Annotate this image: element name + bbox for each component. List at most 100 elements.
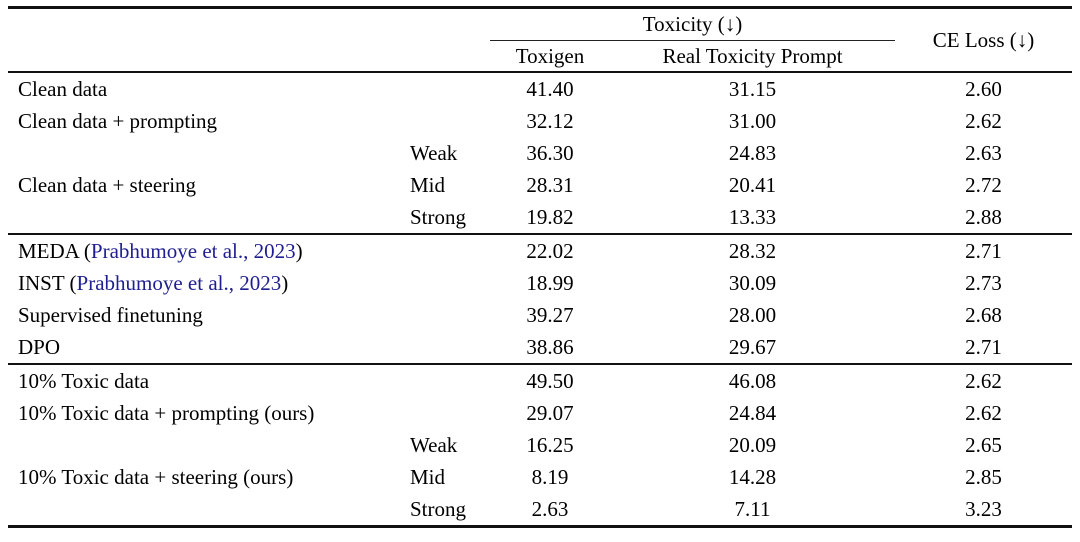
method-label: 10% Toxic data	[18, 369, 150, 393]
table-row-clean-steering-weak: Weak 36.30 24.83 2.63	[8, 137, 1072, 169]
strength-cell: Strong	[410, 205, 467, 229]
method-label-suffix: )	[281, 271, 289, 295]
citation-link-prabhumoye-2023[interactable]: Prabhumoye et al., 2023	[76, 271, 282, 295]
toxigen-value-cell: 49.50	[526, 369, 574, 393]
strength-cell	[398, 364, 490, 397]
toxigen-value-cell: 2.63	[531, 497, 569, 521]
ce-loss-value-cell: 2.63	[965, 141, 1002, 165]
toxigen-value-cell: 29.07	[526, 401, 574, 425]
rtp-value-cell: 7.11	[734, 497, 771, 521]
method-label-cell: 10% Toxic data + steering (ours)	[8, 461, 398, 493]
results-table: Toxicity (↓) CE Loss (↓) Toxigen Real To…	[8, 6, 1073, 528]
strength-cell: Strong	[410, 497, 467, 521]
method-label: 10% Toxic data + prompting (ours)	[18, 401, 315, 425]
method-label: Clean data + prompting	[18, 109, 218, 133]
method-label-cell: 10% Toxic data + prompting (ours)	[8, 397, 398, 429]
method-label: Clean data	[18, 77, 108, 101]
header-toxigen: Toxigen	[515, 44, 585, 68]
table-row-toxic-steering-mid: 10% Toxic data + steering (ours) Mid 8.1…	[8, 461, 1072, 493]
ce-loss-value-cell: 2.62	[965, 109, 1002, 133]
table-header: Toxicity (↓) CE Loss (↓) Toxigen Real To…	[8, 7, 1072, 73]
strength-cell: Mid	[410, 465, 446, 489]
rtp-value-cell: 28.00	[728, 303, 777, 327]
method-label-cell: DPO	[8, 331, 398, 364]
toxigen-value-cell: 28.31	[526, 173, 574, 197]
strength-cell	[398, 331, 490, 364]
header-toxicity-group: Toxicity (↓)	[490, 7, 896, 41]
header-row-group: Toxicity (↓) CE Loss (↓)	[8, 7, 1072, 52]
method-label: MEDA (	[18, 239, 91, 263]
ce-loss-value-cell: 2.88	[965, 205, 1002, 229]
rtp-value-cell: 24.84	[728, 401, 777, 425]
rtp-value-cell: 28.32	[728, 239, 777, 263]
ce-loss-value-cell: 2.62	[965, 369, 1002, 393]
table-row-toxic-steering-weak: Weak 16.25 20.09 2.65	[8, 429, 1072, 461]
ce-loss-value-cell: 2.65	[965, 433, 1002, 457]
toxigen-value-cell: 22.02	[526, 239, 574, 263]
ce-loss-value-cell: 2.73	[965, 271, 1002, 295]
table-row-clean-steering-strong: Strong 19.82 13.33 2.88	[8, 201, 1072, 234]
rtp-value-cell: 20.09	[728, 433, 777, 457]
rtp-value-cell: 30.09	[728, 271, 777, 295]
method-label-suffix: )	[295, 239, 303, 263]
strength-cell	[398, 72, 490, 105]
toxigen-value-cell: 16.25	[526, 433, 574, 457]
strength-cell: Weak	[410, 141, 458, 165]
method-label-cell	[8, 201, 398, 234]
ce-loss-value-cell: 2.85	[965, 465, 1002, 489]
header-row-sub: Toxigen Real Toxicity Prompt	[8, 41, 1072, 73]
toxigen-value-cell: 19.82	[526, 205, 574, 229]
citation-link-prabhumoye-2023[interactable]: Prabhumoye et al., 2023	[90, 239, 296, 263]
table-row-clean-data: Clean data 41.40 31.15 2.60	[8, 72, 1073, 105]
rtp-value-cell: 46.08	[728, 369, 777, 393]
method-label-cell: Clean data + prompting	[8, 105, 398, 137]
strength-cell: Weak	[410, 433, 458, 457]
table-row-toxic-data: 10% Toxic data 49.50 46.08 2.62	[8, 364, 1073, 397]
toxigen-value-cell: 18.99	[526, 271, 574, 295]
toxigen-value-cell: 36.30	[526, 141, 574, 165]
table-row-clean-steering-mid: Clean data + steering Mid 28.31 20.41 2.…	[8, 169, 1072, 201]
header-real-toxicity-prompt: Real Toxicity Prompt	[662, 44, 843, 68]
rtp-value-cell: 31.15	[728, 77, 777, 101]
toxigen-value-cell: 8.19	[531, 465, 569, 489]
strength-cell	[398, 234, 490, 267]
strength-cell	[398, 397, 490, 429]
table-body: Clean data 41.40 31.15 2.60 Clean data +…	[8, 72, 1073, 527]
method-label: 10% Toxic data + steering (ours)	[18, 465, 294, 489]
table-row-clean-prompting: Clean data + prompting 32.12 31.00 2.62	[8, 105, 1072, 137]
rtp-value-cell: 24.83	[728, 141, 777, 165]
ce-loss-value-cell: 2.60	[965, 77, 1002, 101]
method-label-cell: Clean data + steering	[8, 169, 398, 201]
rtp-value-cell: 13.33	[728, 205, 777, 229]
strength-cell	[398, 299, 490, 331]
method-label-cell: INST (Prabhumoye et al., 2023)	[8, 267, 398, 299]
rtp-value-cell: 29.67	[728, 335, 777, 359]
method-label: Supervised finetuning	[18, 303, 203, 327]
method-label-cell: Clean data	[8, 72, 398, 105]
table-row-meda: MEDA (Prabhumoye et al., 2023) 22.02 28.…	[8, 234, 1073, 267]
table-row-supervised-finetuning: Supervised finetuning 39.27 28.00 2.68	[8, 299, 1072, 331]
method-label-cell: MEDA (Prabhumoye et al., 2023)	[8, 234, 398, 267]
toxigen-value-cell: 38.86	[526, 335, 574, 359]
rtp-value-cell: 20.41	[728, 173, 777, 197]
method-label-cell	[8, 493, 398, 527]
strength-cell: Mid	[410, 173, 446, 197]
rtp-value-cell: 31.00	[728, 109, 777, 133]
header-empty-cell	[8, 8, 490, 73]
method-label-cell	[8, 429, 398, 461]
method-label: Clean data + steering	[18, 173, 197, 197]
method-label-cell	[8, 137, 398, 169]
ce-loss-value-cell: 2.62	[965, 401, 1002, 425]
method-label: DPO	[18, 335, 61, 359]
toxigen-value-cell: 41.40	[526, 77, 574, 101]
method-label: INST (	[18, 271, 77, 295]
ce-loss-value-cell: 2.71	[965, 239, 1002, 263]
table-row-inst: INST (Prabhumoye et al., 2023) 18.99 30.…	[8, 267, 1072, 299]
rtp-value-cell: 14.28	[728, 465, 777, 489]
toxigen-value-cell: 39.27	[526, 303, 574, 327]
ce-loss-value-cell: 3.23	[965, 497, 1002, 521]
header-ce-loss: CE Loss (↓)	[932, 27, 1035, 52]
strength-cell	[398, 105, 490, 137]
method-label-cell: Supervised finetuning	[8, 299, 398, 331]
